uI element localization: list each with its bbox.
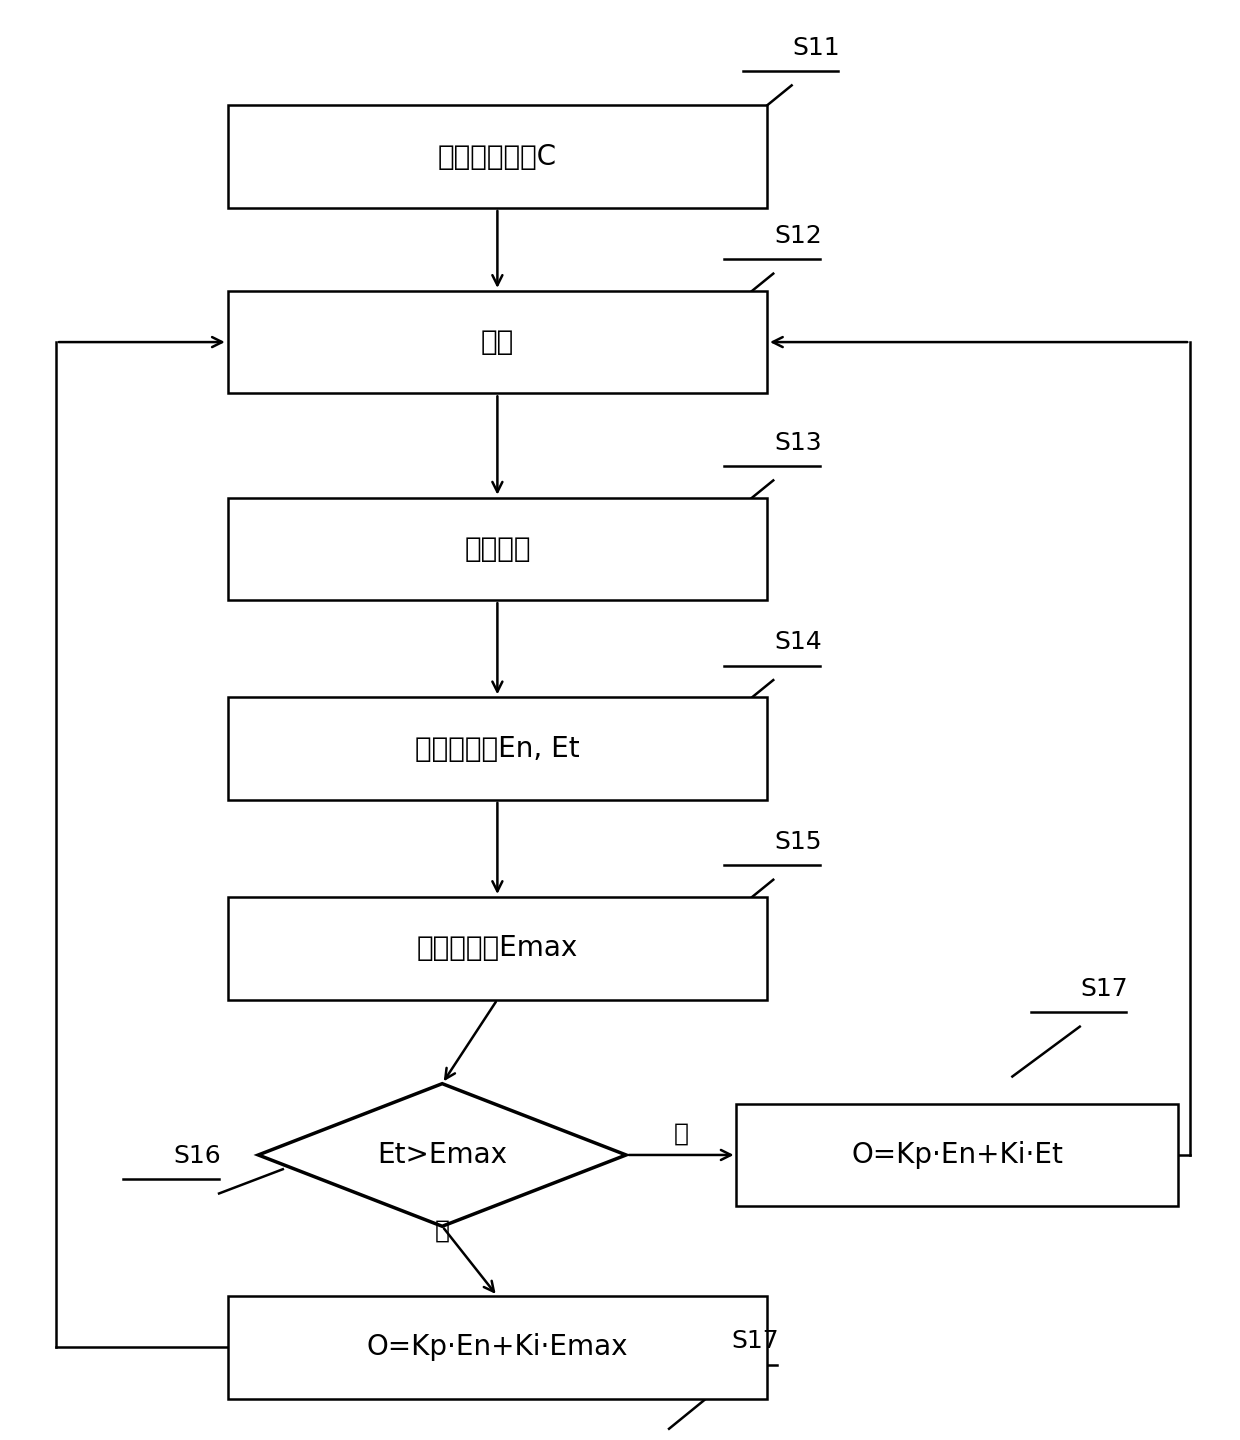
Bar (228, 498, 768, 600)
Text: S12: S12 (774, 225, 822, 248)
Bar (737, 1103, 1178, 1207)
Text: S14: S14 (774, 631, 822, 654)
Text: S17: S17 (1080, 976, 1128, 1001)
Text: S17: S17 (732, 1329, 779, 1354)
Text: O=Kp·En+Ki·Emax: O=Kp·En+Ki·Emax (367, 1333, 629, 1361)
Text: S13: S13 (774, 431, 822, 455)
Text: 获取上限值Emax: 获取上限值Emax (417, 935, 578, 962)
Text: Et>Emax: Et>Emax (377, 1140, 507, 1169)
Bar (228, 291, 768, 393)
Bar (228, 105, 768, 207)
Text: 否: 否 (673, 1122, 688, 1146)
Text: S16: S16 (174, 1143, 221, 1168)
Polygon shape (258, 1084, 626, 1227)
Bar (228, 1296, 768, 1398)
Text: 计算误差值En, Et: 计算误差值En, Et (415, 734, 580, 763)
Text: 获取焊接条件C: 获取焊接条件C (438, 143, 557, 171)
Bar (228, 897, 768, 999)
Bar (228, 697, 768, 799)
Text: O=Kp·En+Ki·Et: O=Kp·En+Ki·Et (851, 1140, 1063, 1169)
Text: 是: 是 (435, 1218, 450, 1243)
Text: S11: S11 (792, 36, 839, 59)
Text: S15: S15 (774, 829, 822, 854)
Text: 采集: 采集 (481, 328, 515, 356)
Text: 引弧判定: 引弧判定 (464, 534, 531, 563)
